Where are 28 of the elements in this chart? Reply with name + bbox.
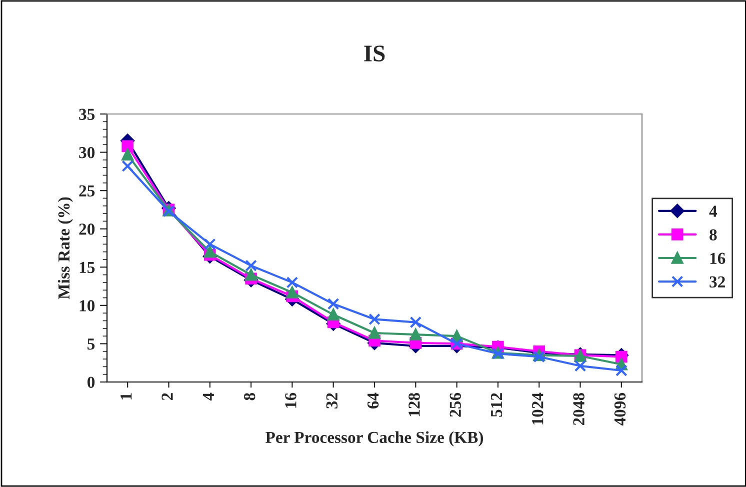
x-tick-label: 4096 <box>614 392 626 426</box>
y-tick-label: 5 <box>88 338 95 350</box>
x-tick-label: 2 <box>162 393 173 400</box>
x-tick-label: 512 <box>490 393 502 417</box>
x-tick-label: 1 <box>120 393 132 400</box>
y-tick-label: 25 <box>79 185 95 197</box>
y-axis-title: Miss Rate (%) <box>58 197 73 300</box>
y-tick-label: 10 <box>80 300 95 312</box>
x-tick-label: 128 <box>408 392 420 416</box>
x-tick-label: 16 <box>285 392 296 408</box>
y-tick-label: 35 <box>79 108 95 120</box>
x-tick-label: 4 <box>202 392 214 401</box>
x-tick-label: 64 <box>367 392 379 409</box>
y-tick-label: 30 <box>79 146 95 158</box>
x-axis-title: Per Processor Cache Size (KB) <box>266 431 484 446</box>
x-tick-label: 2048 <box>573 392 584 426</box>
legend-label: 16 <box>710 252 726 264</box>
x-tick-label: 8 <box>244 392 256 400</box>
y-tick-label: 15 <box>80 262 95 274</box>
x-tick-label: 32 <box>326 393 338 408</box>
y-tick-label: 20 <box>79 224 95 235</box>
y-tick-label: 0 <box>87 376 95 388</box>
x-tick-label: 1024 <box>532 392 544 424</box>
x-tick-label: 256 <box>450 392 461 417</box>
legend-label: 4 <box>709 206 718 217</box>
legend-label: 8 <box>710 229 717 240</box>
chart-title: IS <box>364 46 385 62</box>
legend-label: 32 <box>710 276 725 288</box>
